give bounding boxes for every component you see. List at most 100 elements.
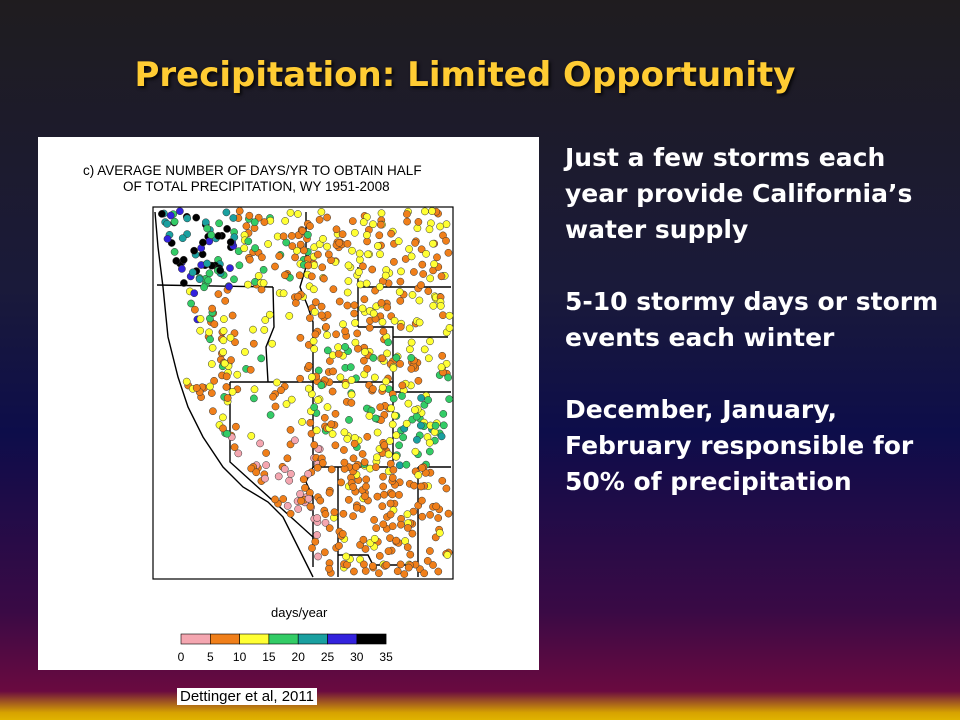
station-dot xyxy=(359,218,368,227)
station-dot xyxy=(331,409,340,418)
station-dot xyxy=(192,384,201,392)
station-dot xyxy=(300,246,308,255)
station-dot xyxy=(327,465,336,474)
station-dot xyxy=(259,279,268,287)
station-dot xyxy=(413,435,421,444)
station-dot xyxy=(388,473,397,482)
station-dot xyxy=(330,508,339,517)
station-dot xyxy=(347,399,356,407)
station-dot xyxy=(383,349,391,358)
station-dot xyxy=(261,316,270,324)
station-dot xyxy=(361,567,370,575)
station-dot xyxy=(420,345,429,354)
station-dot xyxy=(299,475,308,484)
station-dot xyxy=(332,330,340,339)
station-dot xyxy=(439,311,447,320)
station-dot xyxy=(376,403,385,412)
station-dot xyxy=(361,492,369,501)
station-dot xyxy=(392,353,401,362)
station-dot xyxy=(192,213,201,222)
colorbar-segment xyxy=(268,633,299,645)
station-dot xyxy=(425,447,434,456)
station-dot xyxy=(430,428,439,436)
station-dot xyxy=(318,263,327,272)
station-dot xyxy=(314,396,322,404)
station-dot xyxy=(348,217,357,225)
station-dot xyxy=(442,484,451,493)
station-dot xyxy=(329,367,337,376)
station-dot xyxy=(310,308,319,316)
station-dot xyxy=(396,560,405,569)
station-dot xyxy=(246,365,255,374)
station-dot xyxy=(210,320,219,329)
station-dot xyxy=(413,224,422,233)
station-dot xyxy=(318,459,327,467)
station-dot xyxy=(375,552,384,560)
station-dot xyxy=(311,537,320,546)
station-dot xyxy=(361,545,370,553)
station-dot xyxy=(379,472,387,481)
station-dot xyxy=(372,524,381,532)
station-dot xyxy=(316,496,325,505)
station-dot xyxy=(298,418,306,426)
station-dot xyxy=(370,516,378,524)
station-dot xyxy=(345,416,353,424)
station-dot xyxy=(369,309,378,318)
station-dot xyxy=(362,475,371,484)
station-dot xyxy=(417,394,425,402)
station-dot xyxy=(373,492,382,501)
station-dot xyxy=(422,249,430,258)
station-dot xyxy=(396,277,405,286)
station-dot xyxy=(320,548,329,557)
station-dot xyxy=(404,563,413,572)
station-dot xyxy=(369,385,377,393)
station-dot xyxy=(298,226,307,235)
station-dot xyxy=(403,510,412,519)
station-dot xyxy=(235,261,244,270)
station-dot xyxy=(264,240,272,248)
station-dot xyxy=(260,218,269,226)
station-dot xyxy=(311,298,320,307)
bullet-list: Just a few storms each year provide Cali… xyxy=(565,140,955,536)
station-dot xyxy=(375,231,384,240)
station-dot xyxy=(287,395,296,404)
station-dot xyxy=(219,336,228,345)
station-dot xyxy=(219,348,227,356)
station-dot xyxy=(241,348,249,356)
station-dot xyxy=(439,410,448,418)
station-dot xyxy=(282,400,291,408)
citation: Dettinger et al, 2011 xyxy=(177,688,317,705)
station-dot xyxy=(443,551,452,559)
station-dot xyxy=(402,460,411,469)
station-dot xyxy=(256,439,264,448)
station-dot xyxy=(215,219,223,228)
station-dot xyxy=(196,326,205,335)
station-dot xyxy=(170,248,179,256)
station-dot xyxy=(315,215,324,224)
station-dot xyxy=(178,234,187,243)
station-dot xyxy=(204,276,213,285)
station-dot xyxy=(242,222,251,230)
station-dot xyxy=(350,439,359,448)
station-dot xyxy=(206,335,214,344)
station-dot xyxy=(406,550,415,559)
station-dot xyxy=(388,420,397,429)
station-dot xyxy=(424,287,433,295)
station-dot xyxy=(335,297,344,306)
station-dot xyxy=(219,413,227,422)
station-dot xyxy=(317,302,326,311)
station-dot xyxy=(269,392,277,401)
station-dot xyxy=(360,295,369,304)
station-dot xyxy=(323,346,332,355)
station-dot xyxy=(351,319,359,327)
station-dot xyxy=(411,406,419,414)
station-dot xyxy=(398,381,407,390)
station-dot xyxy=(301,484,309,492)
station-dot xyxy=(406,345,414,354)
station-dot xyxy=(407,252,416,261)
station-dot xyxy=(226,333,235,342)
station-dot xyxy=(245,211,254,220)
station-dot xyxy=(249,325,257,334)
station-dot xyxy=(342,552,350,561)
station-dot xyxy=(208,304,216,313)
